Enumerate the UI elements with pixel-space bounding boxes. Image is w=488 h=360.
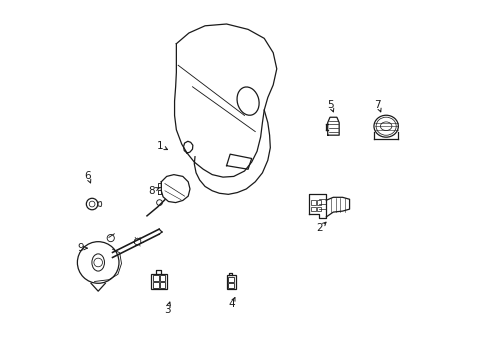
- Bar: [316, 207, 321, 211]
- Bar: [228, 277, 234, 282]
- Bar: [153, 275, 159, 281]
- Bar: [228, 283, 234, 288]
- Text: 2: 2: [316, 224, 323, 233]
- Text: 3: 3: [164, 305, 170, 315]
- Bar: [159, 275, 165, 281]
- Text: 6: 6: [84, 171, 91, 181]
- Bar: [159, 282, 165, 288]
- Text: 9: 9: [77, 243, 83, 253]
- Bar: [316, 200, 321, 205]
- Text: 1: 1: [157, 141, 163, 151]
- Bar: [153, 282, 159, 288]
- Bar: [310, 207, 315, 211]
- Text: 8: 8: [148, 186, 155, 196]
- Bar: [310, 200, 315, 205]
- Text: 7: 7: [374, 100, 381, 110]
- Text: 4: 4: [228, 299, 235, 309]
- Text: 5: 5: [326, 100, 333, 110]
